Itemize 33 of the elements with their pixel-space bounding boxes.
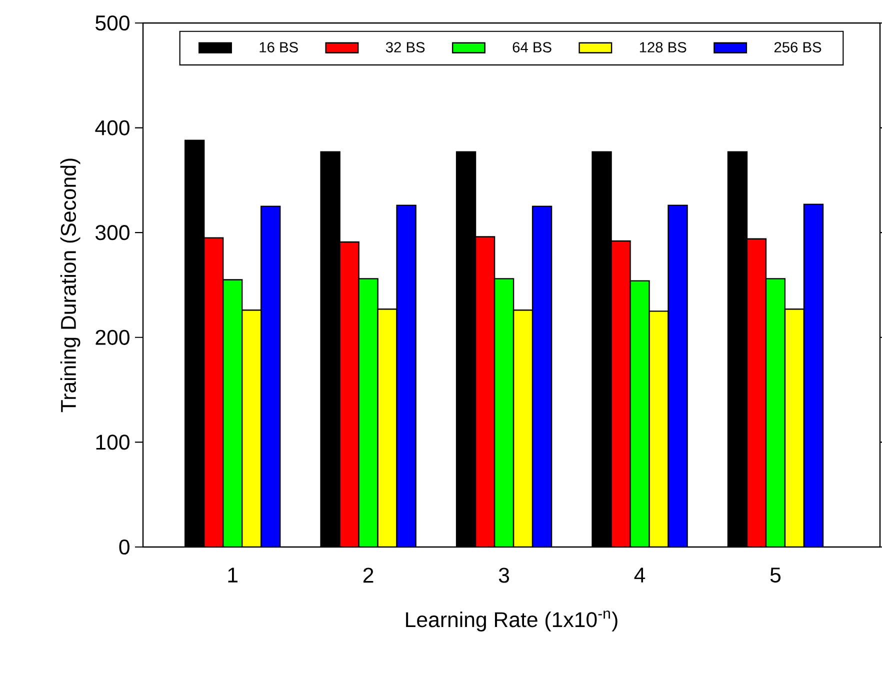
- bar: [630, 280, 650, 547]
- x-tick-label: 2: [363, 568, 374, 583]
- bar: [222, 279, 243, 547]
- y-axis-title: Training Duration (Second): [60, 158, 80, 412]
- bar: [494, 278, 514, 547]
- legend-label: 256 BS: [774, 42, 822, 52]
- y-tick-label: 0: [119, 539, 130, 555]
- y-tick-label: 300: [96, 225, 130, 240]
- y-tick-label: 100: [96, 434, 130, 450]
- legend-label: 16 BS: [260, 42, 298, 52]
- bar: [784, 308, 805, 547]
- legend-label: 64 BS: [512, 42, 552, 52]
- bar: [241, 310, 262, 547]
- y-tick-label: 200: [96, 330, 130, 345]
- bar: [377, 308, 398, 547]
- bar: [803, 204, 824, 547]
- bar: [668, 204, 688, 547]
- bar: [765, 278, 786, 547]
- x-tick-label: 5: [770, 568, 781, 583]
- bar: [396, 204, 416, 547]
- bar: [260, 206, 281, 547]
- bar: [648, 310, 669, 547]
- bar: [532, 206, 552, 547]
- legend-label: 32 BS: [386, 42, 425, 52]
- x-axis-title: Learning Rate (1x10$^{-n}$): [406, 610, 618, 632]
- y-tick-label: 400: [95, 120, 130, 136]
- x-tick-label: 4: [634, 568, 646, 582]
- x-tick-label: 3: [498, 568, 510, 583]
- x-tick-label: 1: [228, 568, 238, 582]
- bar: [358, 278, 378, 547]
- legend-label: 128 BS: [640, 42, 686, 52]
- bar: [512, 310, 534, 547]
- y-tick-label: 500: [96, 15, 130, 31]
